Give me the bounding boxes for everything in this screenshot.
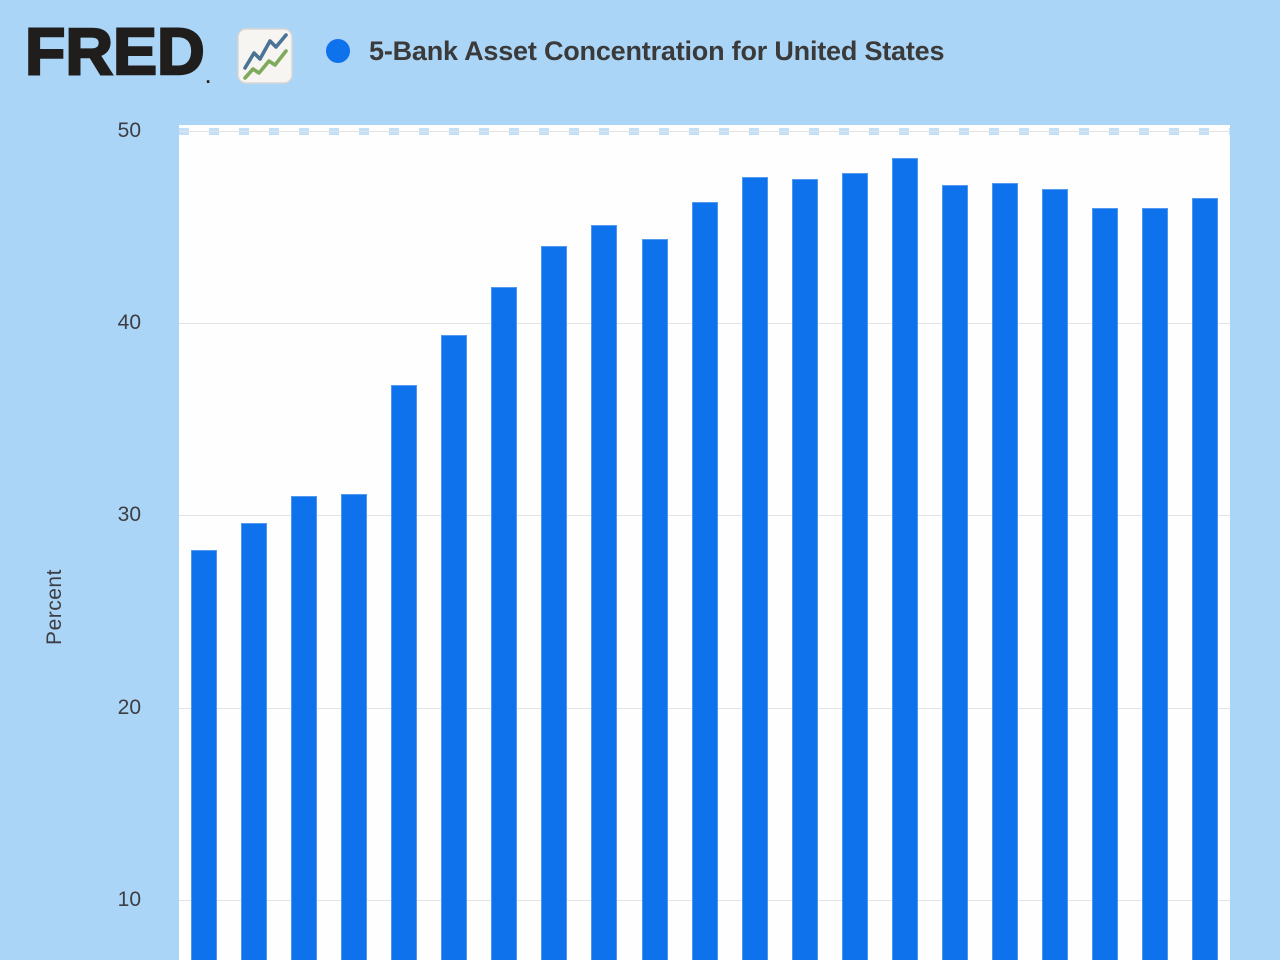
chart-header: FRED. 5-Bank Asset Concentration for Uni… [0,0,1280,110]
y-tick-label-40: 40 [117,311,141,335]
bar-2004[interactable] [591,225,618,960]
bar-2006[interactable] [691,202,718,960]
bar-2007[interactable] [741,177,768,960]
bar-1997[interactable] [241,523,268,960]
bar-2005[interactable] [641,238,668,960]
bar-2012[interactable] [991,182,1018,960]
line-chart-icon [237,28,293,89]
bar-2009[interactable] [841,173,868,960]
bar-2001[interactable] [441,334,468,960]
bar-2000[interactable] [391,384,418,960]
series-legend-dot-icon [326,39,350,63]
bar-2003[interactable] [541,246,568,960]
gridline-50 [179,131,1230,132]
bar-2010[interactable] [891,157,918,960]
y-tick-label-30: 30 [117,503,141,527]
bar-2016[interactable] [1192,198,1218,960]
bar-2015[interactable] [1141,207,1168,960]
fred-logo[interactable]: FRED. [24,14,293,88]
bar-2013[interactable] [1041,188,1068,960]
plot-area [179,125,1230,960]
bar-1998[interactable] [291,496,318,960]
fred-logo-reg-mark: . [205,67,211,87]
bar-1999[interactable] [341,494,368,960]
bar-2011[interactable] [941,184,968,960]
fred-logo-text: FRED [24,14,206,88]
y-tick-label-20: 20 [117,695,141,719]
bar-1996[interactable] [191,550,217,960]
bar-2008[interactable] [791,179,818,960]
bar-2014[interactable] [1091,207,1118,960]
y-tick-label-10: 10 [117,887,141,911]
bar-2002[interactable] [491,286,518,960]
y-tick-label-50: 50 [117,119,141,142]
chart-title: 5-Bank Asset Concentration for United St… [369,36,945,66]
y-axis-title: Percent [43,569,66,645]
